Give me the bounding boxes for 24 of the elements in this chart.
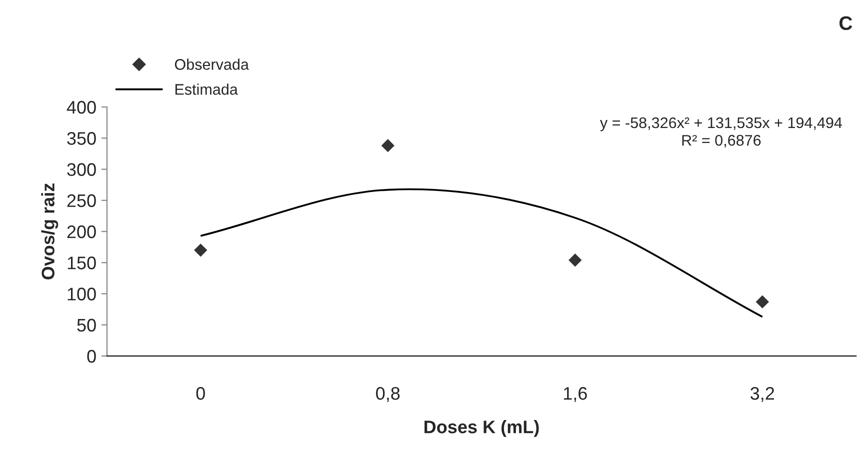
x-tick-label: 3,2 xyxy=(750,387,774,402)
x-tick-label: 0,8 xyxy=(376,387,400,402)
y-tick-label: 300 xyxy=(67,163,96,176)
x-axis-title: Doses K (mL) xyxy=(424,420,539,437)
annotation: y = -58,326x² + 131,535x + 194,494 R² = 0,6876 xyxy=(600,117,842,148)
point xyxy=(381,139,394,152)
text: C xyxy=(839,16,852,30)
x-tick-label: 1,6 xyxy=(564,387,587,402)
legend-label: Estimada xyxy=(175,84,238,95)
y-axis-title: Ovos/g raiz xyxy=(41,183,58,280)
point xyxy=(756,295,769,308)
y-tick-label: 200 xyxy=(67,225,96,238)
y-tick-label: 100 xyxy=(68,288,96,300)
line-series xyxy=(200,188,764,318)
point xyxy=(568,254,582,267)
legend-label: Observada xyxy=(174,58,249,70)
y-tick-label: 400 xyxy=(66,100,96,114)
x-tick-label: 0 xyxy=(196,387,205,400)
y-tick-label: 50 xyxy=(77,318,96,332)
y-tick-label: 150 xyxy=(68,256,96,270)
point xyxy=(194,244,208,257)
y-tick-label: 250 xyxy=(67,194,96,208)
y-tick-label: 350 xyxy=(67,132,96,145)
y-tick-label: 0 xyxy=(87,350,96,363)
